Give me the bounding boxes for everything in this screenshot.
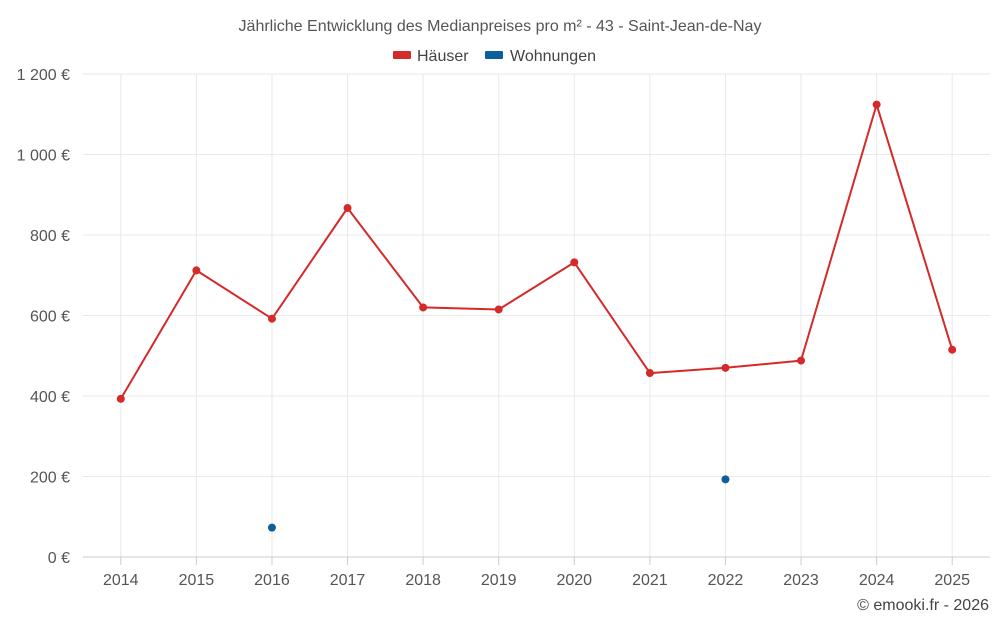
- chart-title: Jährliche Entwicklung des Medianpreises …: [239, 18, 762, 35]
- legend: Häuser Wohnungen: [393, 48, 596, 65]
- legend-item-wohnungen[interactable]: Wohnungen: [485, 48, 596, 65]
- y-tick-label-400: 400 €: [30, 389, 70, 406]
- series-wohnungen: [267, 475, 730, 532]
- series-line-haeuser: [119, 103, 954, 400]
- x-tick-label-2018: 2018: [405, 572, 441, 589]
- x-tick-label-2020: 2020: [556, 572, 592, 589]
- y-axis-tick-labels: 0 € 200 € 400 € 600 € 800 € 1 000 € 1 200 €: [17, 67, 70, 567]
- data-point-haeuser-2021[interactable]: [645, 369, 654, 378]
- x-tick-label-2022: 2022: [708, 572, 744, 589]
- data-point-haeuser-2016[interactable]: [267, 314, 276, 323]
- x-tick-label-2019: 2019: [481, 572, 517, 589]
- legend-label-haeuser: Häuser: [417, 48, 469, 65]
- y-tick-label-0: 0 €: [48, 550, 70, 567]
- legend-swatch-wohnungen: [485, 51, 503, 59]
- series-haeuser: [116, 100, 957, 403]
- x-tick-label-2025: 2025: [934, 572, 970, 589]
- data-point-haeuser-2025[interactable]: [948, 345, 957, 354]
- x-tick-label-2021: 2021: [632, 572, 668, 589]
- legend-swatch-haeuser: [393, 51, 411, 59]
- data-point-haeuser-2019[interactable]: [494, 305, 503, 314]
- y-tick-label-800: 800 €: [30, 228, 70, 245]
- x-tick-label-2023: 2023: [783, 572, 819, 589]
- data-point-haeuser-2018[interactable]: [419, 303, 428, 312]
- data-point-wohnungen-2016[interactable]: [267, 523, 276, 532]
- data-point-haeuser-2023[interactable]: [797, 356, 806, 365]
- axes: [83, 556, 990, 565]
- data-point-haeuser-2015[interactable]: [192, 266, 201, 275]
- y-tick-label-1200: 1 200 €: [17, 67, 70, 84]
- data-point-haeuser-2020[interactable]: [570, 258, 579, 267]
- legend-item-haeuser[interactable]: Häuser: [393, 48, 469, 65]
- x-tick-label-2016: 2016: [254, 572, 290, 589]
- data-point-haeuser-2014[interactable]: [116, 394, 125, 403]
- data-point-haeuser-2022[interactable]: [721, 363, 730, 372]
- x-tick-label-2017: 2017: [330, 572, 366, 589]
- x-tick-label-2014: 2014: [103, 572, 139, 589]
- data-point-haeuser-2024[interactable]: [872, 100, 881, 109]
- y-tick-label-200: 200 €: [30, 470, 70, 487]
- credit-text: © emooki.fr - 2026: [857, 597, 989, 614]
- data-point-haeuser-2017[interactable]: [343, 204, 352, 213]
- x-axis-tick-labels: 2014 2015 2016 2017 2018 2019 2020 2021 2022 2023…: [103, 572, 970, 589]
- gridlines: [83, 73, 990, 557]
- series: [116, 100, 957, 532]
- y-tick-label-600: 600 €: [30, 309, 70, 326]
- legend-label-wohnungen: Wohnungen: [510, 48, 596, 65]
- x-tick-label-2024: 2024: [859, 572, 895, 589]
- data-point-wohnungen-2022[interactable]: [721, 475, 730, 484]
- y-tick-label-1000: 1 000 €: [17, 148, 70, 165]
- x-tick-label-2015: 2015: [179, 572, 215, 589]
